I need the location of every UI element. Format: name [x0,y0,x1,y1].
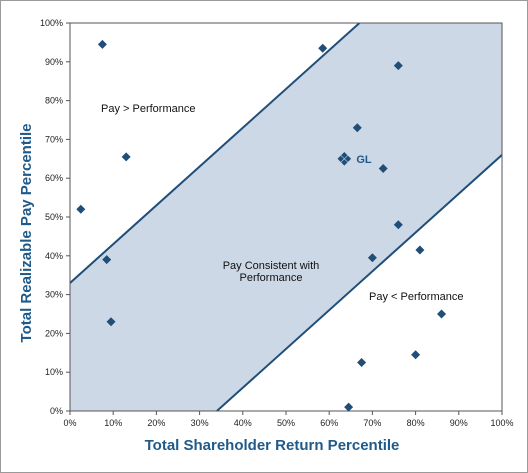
y-tick-label: 30% [45,290,63,300]
y-tick-label: 10% [45,367,63,377]
y-tick-label: 70% [45,134,63,144]
data-point [378,164,388,173]
y-tick-label: 20% [45,328,63,338]
y-tick-label: 90% [45,57,63,67]
x-axis-title: Total Shareholder Return Percentile [145,437,400,454]
data-point [357,358,367,367]
data-point [76,204,86,214]
x-tick-label: 90% [450,418,468,428]
x-tick-label: 40% [234,418,252,428]
x-tick-label: 100% [490,418,513,428]
x-tick-label: 50% [277,418,295,428]
x-tick-label: 70% [363,418,381,428]
x-tick-label: 0% [63,418,76,428]
data-point [437,309,447,319]
y-tick-label: 100% [40,18,63,28]
data-point [352,123,362,133]
data-point [106,317,116,327]
data-point [411,350,421,360]
data-point [393,220,403,230]
highlight-label-gl: GL [356,154,372,166]
data-point [102,255,112,265]
region-label-band-line2: Performance [240,272,303,284]
region-label-below: Pay < Performance [369,291,463,303]
highlight-diamond [341,152,348,159]
data-point [318,43,328,53]
lower-band-line [216,154,502,411]
x-tick-label: 30% [191,418,209,428]
data-point [344,402,354,412]
x-tick-label: 20% [147,418,165,428]
region-label-above: Pay > Performance [101,103,195,115]
y-tick-label: 50% [45,212,63,222]
x-tick-label: 80% [407,418,425,428]
y-tick-label: 0% [50,406,63,416]
highlight-diamond [341,159,348,166]
region-label-band-line1: Pay Consistent with [223,260,320,272]
y-tick-label: 80% [45,96,63,106]
x-tick-label: 10% [104,418,122,428]
x-tick-label: 60% [320,418,338,428]
highlight-diamond [337,155,344,162]
data-point [97,39,107,49]
data-point [415,245,425,255]
highlight-marker-gl [337,152,352,166]
y-tick-label: 40% [45,251,63,261]
data-point [367,253,377,263]
data-point [393,61,403,71]
data-point [121,152,131,162]
upper-band-line [70,23,361,284]
consistency-band [70,23,502,411]
y-axis-title: Total Realizable Pay Percentile [18,124,35,343]
y-tick-label: 60% [45,173,63,183]
highlight-diamond [344,155,352,162]
